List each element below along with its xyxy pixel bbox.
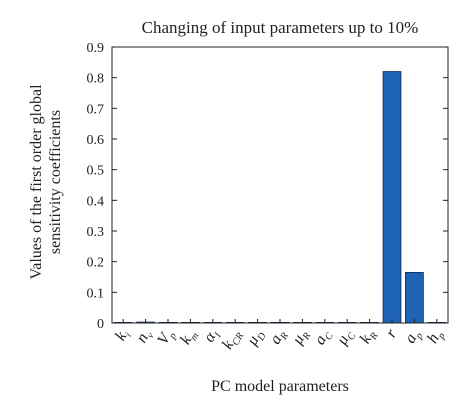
y-tick-label: 0.7 [87,102,105,117]
chart-title: Changing of input parameters up to 10% [142,18,419,37]
x-tick-label-12: kR [357,327,381,348]
x-tick-label-2: nv [133,326,157,347]
bar-14 [405,271,424,324]
y-tick-label: 0.1 [87,286,105,301]
y-tick-label: 0.8 [87,72,105,87]
bars [113,71,447,324]
plot-frame [111,46,449,324]
x-tick-label-14: ap [402,327,426,348]
y-axis-label-line-1: Values of the first order global [28,84,45,280]
y-tick-label: 0.6 [87,133,105,148]
x-tick-label-7: μD [243,326,269,351]
x-tick-label-13: r [383,326,401,341]
y-tick-label: 0 [97,317,104,332]
bar-13 [382,71,402,324]
y-tick-label: 0.9 [87,41,105,56]
x-tick-label-3: Vp [154,327,179,350]
x-tick-label-8: aR [267,327,291,349]
y-tick-label: 0.3 [87,225,105,240]
y-axis-ticks: 0 0.1 0.2 0.3 0.4 0.5 0.6 0.7 0.8 0.9 [87,41,448,332]
x-tick-label-1: ki [112,326,134,345]
y-tick-label: 0.5 [87,164,105,179]
x-tick-label-15: hp [424,327,448,348]
y-axis-label-line-2: sensitivity coefficients [47,110,64,254]
x-tick-label-9: μR [289,327,314,350]
x-axis-label: PC model parameters [211,378,349,395]
x-tick-label-6: kCR [219,327,246,354]
y-tick-label: 0.4 [87,194,105,209]
x-tick-label-11: μC [333,326,358,350]
y-axis-label: Values of the first order global sensiti… [28,84,64,280]
x-tick-label-4: km [177,327,201,349]
y-tick-label: 0.2 [87,256,105,271]
x-tick-label-10: aC [311,326,336,349]
